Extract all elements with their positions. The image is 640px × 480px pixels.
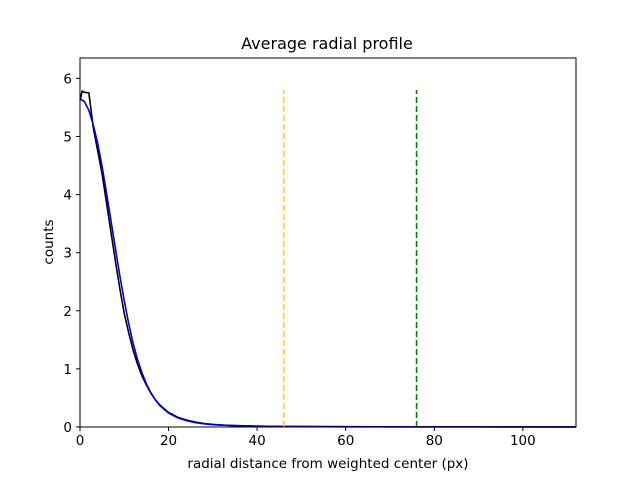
y-tick-label: 2 (63, 304, 72, 320)
y-tick-label: 6 (63, 71, 72, 87)
series-line-0 (79, 90, 577, 428)
axes: 0 20 40 60 80 100 0 1 2 3 4 5 6 (63, 71, 535, 449)
x-axis-label: radial distance from weighted center (px… (187, 456, 468, 472)
y-axis-label: counts (41, 219, 57, 264)
plot-frame (79, 57, 577, 428)
x-tick-label: 0 (76, 433, 85, 449)
y-tick-label: 5 (63, 129, 72, 145)
y-tick-label: 4 (63, 188, 72, 204)
x-tick-label: 40 (249, 433, 266, 449)
x-tick-label: 60 (337, 433, 354, 449)
x-tick-label: 80 (426, 433, 443, 449)
chart-title: Average radial profile (241, 34, 413, 53)
y-tick-label: 1 (63, 362, 72, 378)
y-tick-label: 3 (63, 246, 72, 262)
x-tick-label: 20 (160, 433, 177, 449)
plot-area (79, 89, 577, 428)
y-tick-label: 0 (63, 420, 72, 436)
x-tick-label: 100 (510, 433, 536, 449)
series-line-1 (79, 98, 576, 428)
